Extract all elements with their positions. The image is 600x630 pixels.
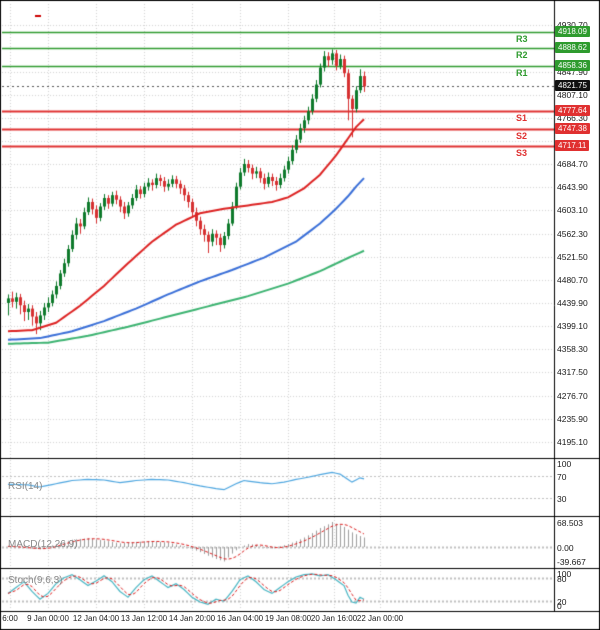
pivot-label-r3: R3 — [516, 33, 528, 44]
macd-axis-label: 0.00 — [557, 543, 574, 553]
price-axis-label: 4930.70 — [557, 19, 588, 30]
time-axis-label: 22 Jan 00:00 — [356, 614, 404, 623]
price-axis-label: 4766.30 — [557, 112, 588, 123]
time-axis-label: 13 Jan 12:00 — [120, 614, 168, 623]
time-axis-label: 12 Jan 04:00 — [72, 614, 120, 623]
price-axis-label: 4847.90 — [557, 66, 588, 77]
stoch-axis-label: 80 — [557, 573, 567, 584]
pivot-label-s2: S2 — [516, 130, 528, 141]
price-axis-label: 4276.70 — [557, 390, 588, 401]
price-axis-label: 4235.90 — [557, 413, 588, 424]
price-axis-label: 4195.10 — [557, 436, 588, 447]
price-axis-label: 4317.50 — [557, 367, 588, 378]
pivot-badge-r1: 4858.36 — [555, 59, 590, 71]
time-axis-label: 16 Jan 04:00 — [216, 614, 264, 623]
pivot-label-r1: R1 — [516, 67, 528, 78]
price-axis-label: 4480.70 — [557, 274, 588, 285]
price-axis-label: 4439.90 — [557, 298, 588, 308]
rsi-axis-label: 100 — [557, 459, 572, 469]
pivot-badge-r2: 4888.62 — [555, 42, 590, 54]
stoch-axis-label: 0 — [557, 601, 562, 611]
price-axis-label: 4358.30 — [557, 344, 588, 355]
rsi-axis-label: 30 — [557, 493, 567, 504]
price-axis-label: 4684.70 — [557, 159, 588, 170]
current-price-badge: 4821.75 — [555, 80, 590, 92]
pivot-badge-s1: 4777.64 — [555, 105, 590, 117]
rsi-indicator-label: RSI(14) — [8, 481, 43, 492]
pivot-label-s3: S3 — [516, 147, 528, 158]
price-axis-label: 4562.30 — [557, 228, 588, 239]
pivot-badge-s2: 4747.38 — [555, 122, 590, 134]
price-axis-label: 4399.10 — [557, 321, 588, 332]
macd-axis-label: -39.667 — [557, 557, 586, 568]
time-axis-label: 19 Jan 08:00 — [264, 614, 312, 623]
pivot-label-s1: S1 — [516, 113, 528, 124]
stoch-indicator-label: Stoch(9,6,3) — [8, 575, 63, 586]
time-axis-label: 14 Jan 20:00 — [168, 614, 216, 623]
time-axis-label: 9 Jan 00:00 — [27, 614, 69, 623]
price-axis-label: 4603.10 — [557, 205, 588, 216]
pivot-badge-s3: 4717.11 — [555, 139, 590, 151]
rsi-axis-label: 70 — [557, 472, 567, 483]
pivot-badge-r3: 4918.09 — [555, 25, 590, 37]
macd-axis-label: 68.503 — [557, 518, 583, 528]
time-axis-label: 6:00 — [2, 614, 18, 623]
price-axis-label: 4521.50 — [557, 251, 588, 262]
stoch-axis-label: 100 — [557, 569, 572, 579]
price-axis-label: 4807.10 — [557, 89, 588, 100]
stoch-axis-label: 20 — [557, 597, 567, 608]
macd-indicator-label: MACD(12,26,9) — [8, 539, 78, 550]
time-axis-label: 20 Jan 16:00 — [310, 614, 358, 623]
price-axis-label: 4643.90 — [557, 182, 588, 193]
pivot-label-r2: R2 — [516, 50, 528, 61]
